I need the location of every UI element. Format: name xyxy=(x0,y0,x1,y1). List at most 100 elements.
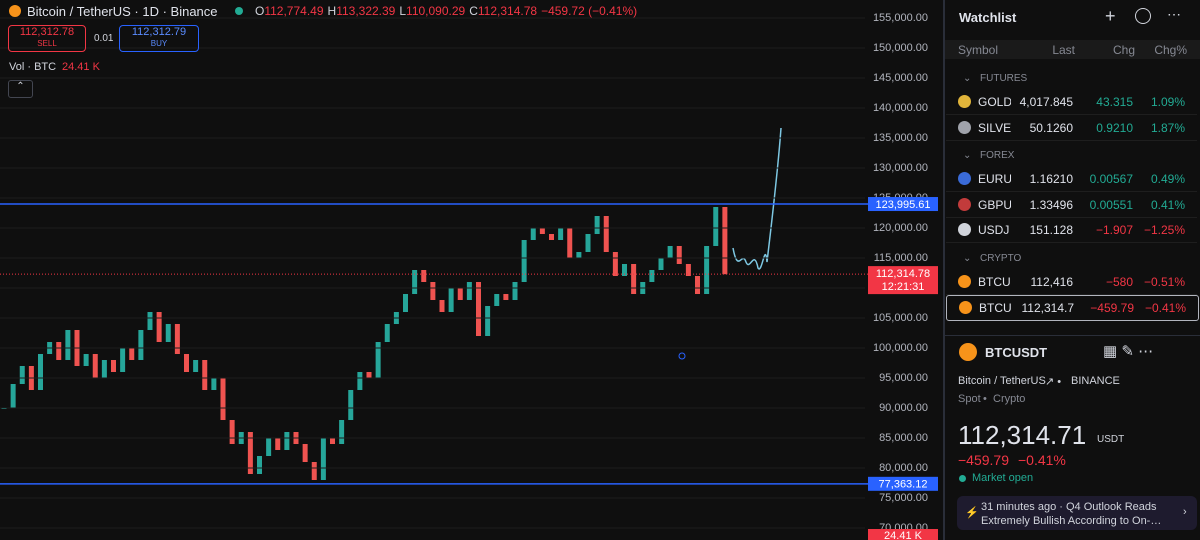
candle xyxy=(101,360,107,378)
alert-button[interactable] xyxy=(1135,8,1151,24)
candle xyxy=(704,246,710,294)
watchlist-row[interactable]: USDJ 151.128 −1.907 −1.25% xyxy=(946,218,1197,243)
candle xyxy=(421,270,427,282)
status-dot xyxy=(959,475,966,482)
watchlist-row[interactable]: BTCUS 112,416 −580 −0.51% xyxy=(946,270,1197,295)
add-button[interactable]: + xyxy=(1105,6,1116,26)
y-tick-label: 145,000.00 xyxy=(873,72,928,84)
volume-badge xyxy=(868,529,938,540)
candle xyxy=(567,228,573,258)
candle xyxy=(631,264,637,294)
price-badge xyxy=(868,476,938,491)
candle xyxy=(539,228,545,234)
group-name: FUTURES xyxy=(980,73,1028,84)
candle xyxy=(457,288,463,300)
candle xyxy=(247,432,253,474)
change: −580 xyxy=(1105,274,1133,289)
y-tick-label: 120,000.00 xyxy=(873,222,928,234)
y-tick-label: 85,000.00 xyxy=(879,432,928,444)
candle xyxy=(503,294,509,300)
sell-button[interactable]: 112,312.78 SELL xyxy=(8,25,86,52)
ohlc-change: −459.72 (−0.41%) xyxy=(541,4,638,18)
volume-label: Vol · BTC xyxy=(9,61,57,73)
detail-symbol: BTCUSDT xyxy=(985,345,1048,360)
column-label: Chg xyxy=(1112,43,1135,57)
ohlc-value: 112,314.78 xyxy=(477,4,538,18)
candle xyxy=(494,294,500,306)
change-pct: 0.49% xyxy=(1150,172,1185,186)
collapse-button[interactable]: ⌃ xyxy=(8,80,33,98)
candle xyxy=(10,384,16,408)
detail-exchange: BINANCE xyxy=(1071,375,1120,387)
candle xyxy=(138,330,144,360)
price-badge xyxy=(868,197,938,212)
candle xyxy=(658,258,664,270)
change: 0.00567 xyxy=(1089,172,1133,186)
candle xyxy=(722,207,728,275)
candle xyxy=(92,354,98,378)
candle xyxy=(576,252,582,258)
last: 112,416 xyxy=(1030,274,1074,289)
candle xyxy=(284,432,290,450)
watchlist-row[interactable]: EURU 1.16210 0.00567 0.49% xyxy=(946,167,1197,192)
toolbar[interactable]: ▦ ✎ ⋯ xyxy=(1103,343,1154,360)
candle xyxy=(348,390,354,420)
candle xyxy=(403,294,408,312)
icon xyxy=(959,301,972,314)
candle xyxy=(357,372,363,390)
last-price-badge xyxy=(868,266,938,295)
candle xyxy=(147,312,153,330)
candle xyxy=(83,354,89,366)
more-button[interactable]: ⋯ xyxy=(1167,6,1181,22)
ohlc: O112,774.49 H113,322.39 L110,090.29 C112,31… xyxy=(255,4,637,18)
detail-sep: ↗ • xyxy=(1045,376,1062,388)
change-pct: 0.41% xyxy=(1150,197,1185,212)
buy-button[interactable]: 112,312.79 BUY xyxy=(119,25,199,52)
candle xyxy=(211,378,217,390)
candle xyxy=(412,270,418,294)
y-tick-label: 135,000.00 xyxy=(873,132,928,144)
last: 1.16210 xyxy=(1029,172,1073,186)
volume-badge-label: 24.41 K xyxy=(884,530,923,540)
news-card[interactable]: ⚡ 31 minutes ago · Q4 Outlook Reads Extr… xyxy=(957,496,1197,530)
group-label: ⌄ xyxy=(963,252,972,264)
candle xyxy=(339,420,345,444)
countdown: 12:21:31 xyxy=(882,281,925,293)
icon xyxy=(959,343,977,361)
header: Bitcoin / TetherUS · 1D · Binance O112,7… xyxy=(0,0,943,100)
price-badge-label: 123,995.61 xyxy=(875,199,930,211)
buy-price: 112,312.79 xyxy=(131,26,187,38)
candle xyxy=(111,360,116,372)
symbol: USDJ xyxy=(978,223,1010,237)
watchlist-row[interactable]: BTCUS 112,314.7 −459.79 −0.41% xyxy=(946,295,1199,321)
watchlist-row[interactable]: GBPU 1.33496 0.00551 0.41% xyxy=(946,193,1197,218)
change-pct: 1.87% xyxy=(1150,120,1185,135)
y-tick-label: 90,000.00 xyxy=(879,402,928,414)
candle xyxy=(156,312,162,342)
candle xyxy=(220,378,226,420)
watchlist-row[interactable]: SILVE 50.1260 0.9210 1.87% xyxy=(946,116,1197,141)
y-tick-label: 150,000.00 xyxy=(873,42,928,54)
detail-currency: USDT xyxy=(1097,434,1125,445)
column-label: Symbol xyxy=(958,43,999,57)
spread: 0.01 xyxy=(94,33,114,44)
candle xyxy=(603,216,609,252)
watchlist-row[interactable]: GOLD 4,017.845 43.315 1.09% xyxy=(946,90,1197,115)
candle xyxy=(174,324,180,354)
change-pct: −0.51% xyxy=(1143,274,1185,289)
candle xyxy=(594,216,600,234)
watchlist-title[interactable]: Watchlist xyxy=(959,10,1017,25)
candle xyxy=(229,420,235,444)
group-name: CRYPTO xyxy=(980,252,1022,264)
candle xyxy=(302,444,308,462)
candle xyxy=(202,360,208,390)
y-tick-label: 105,000.00 xyxy=(873,312,928,324)
candle xyxy=(38,354,43,390)
candle xyxy=(448,288,454,312)
ohlc-key: C xyxy=(469,4,478,18)
candle xyxy=(649,270,655,282)
ohlc-key: O xyxy=(255,4,265,18)
chart: 155,000.00 150,000.00 145,000.00 140,000.00… xyxy=(0,12,938,540)
column-header xyxy=(945,40,1200,59)
symbol: Bitcoin / TetherUS · 1D · Binance xyxy=(27,4,218,19)
